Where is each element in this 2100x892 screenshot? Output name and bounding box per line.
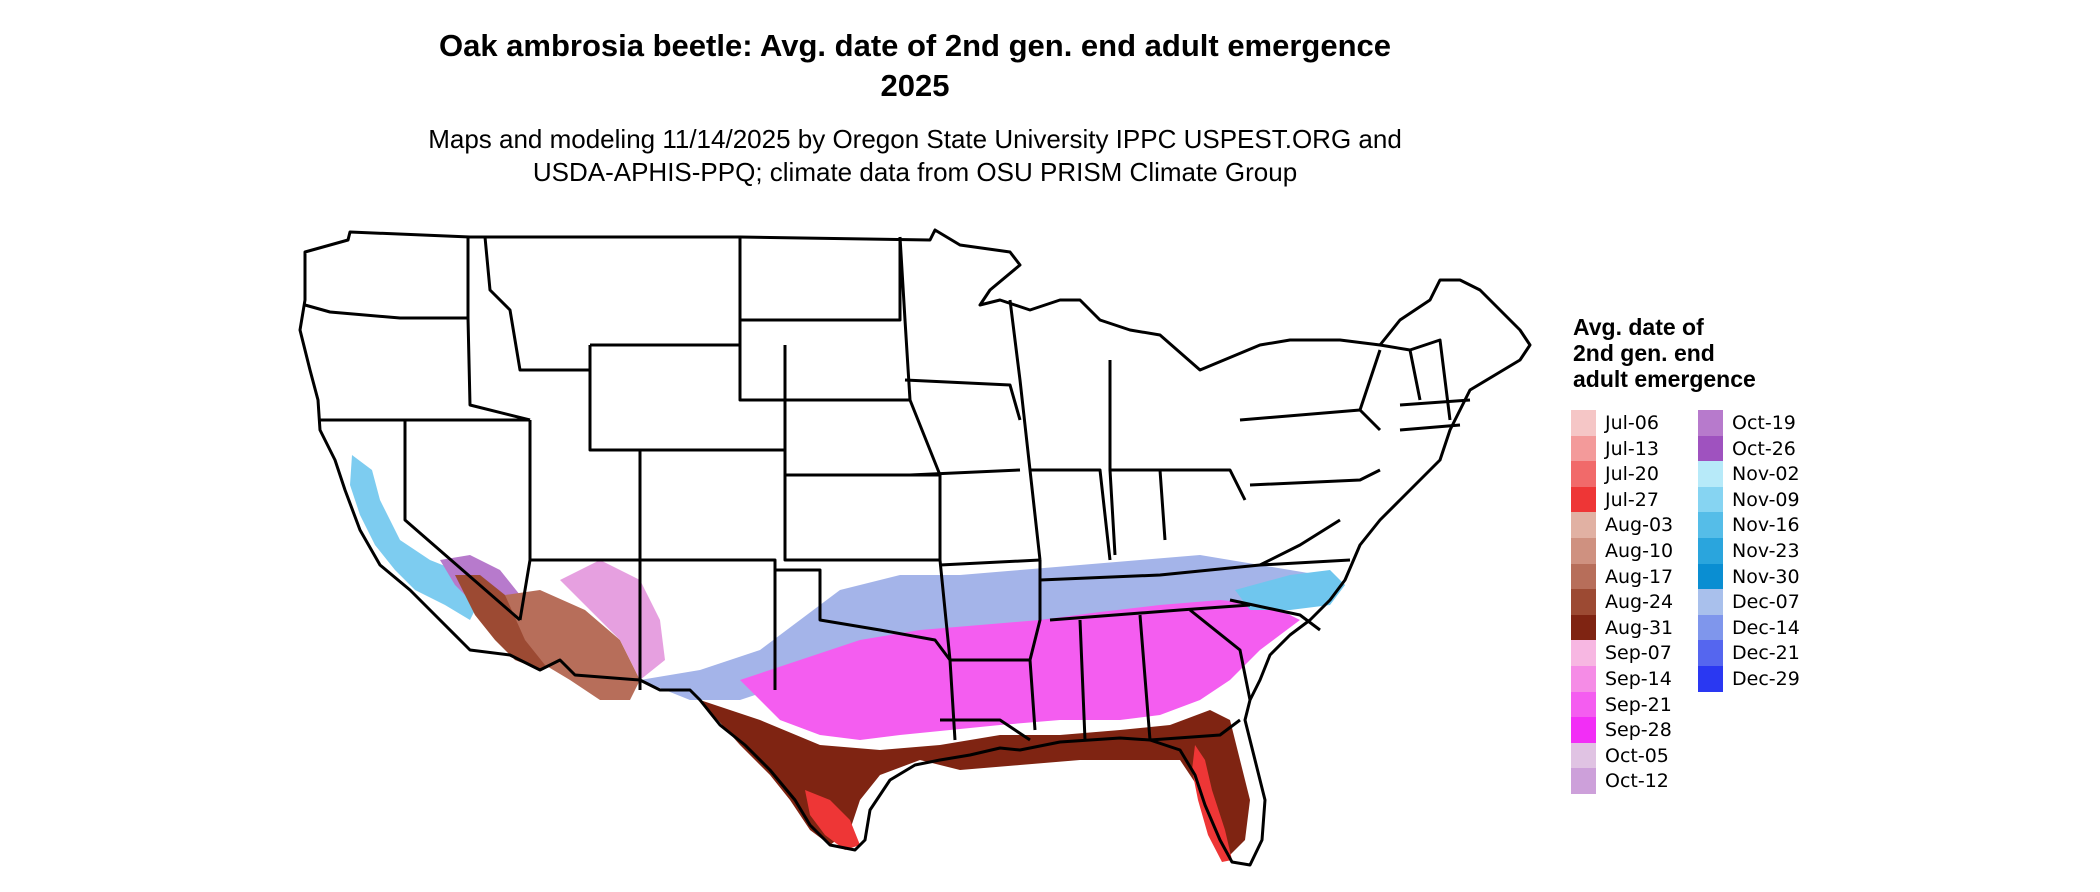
legend-swatch — [1571, 410, 1596, 436]
legend-swatch — [1698, 640, 1723, 666]
legend-swatch — [1571, 563, 1596, 590]
legend-label: Oct-05 — [1605, 744, 1669, 767]
legend-label: Dec-21 — [1732, 642, 1800, 665]
legend-label: Oct-26 — [1732, 437, 1796, 460]
legend-swatch — [1698, 537, 1723, 564]
map-title-line2: 2025 — [880, 68, 950, 103]
legend-label: Nov-09 — [1732, 488, 1800, 511]
legend-swatch — [1698, 461, 1723, 487]
legend-label: Jul-20 — [1605, 463, 1659, 486]
legend-swatch — [1698, 512, 1723, 538]
legend-swatch — [1698, 486, 1723, 513]
legend-label: Jul-06 — [1605, 412, 1659, 434]
legend-label: Sep-07 — [1605, 642, 1672, 665]
map-subtitle-line2: USDA-APHIS-PPQ; climate data from OSU PR… — [532, 157, 1298, 187]
legend-swatch — [1698, 410, 1723, 436]
legend-label: Jul-27 — [1605, 488, 1659, 511]
legend-swatch — [1571, 691, 1596, 718]
legend-label: Dec-14 — [1732, 616, 1800, 639]
zone-arizona-brown — [505, 590, 640, 700]
zone-carolina-blue — [1235, 570, 1345, 610]
zone-california-late — [350, 455, 480, 620]
zone-florida-coast-red — [1192, 745, 1232, 862]
legend-swatch — [1698, 665, 1723, 692]
legend-label: Nov-23 — [1732, 539, 1800, 562]
legend-swatch — [1571, 614, 1596, 641]
legend-label: Dec-07 — [1732, 591, 1800, 614]
legend-label: Sep-28 — [1605, 719, 1672, 742]
legend-label: Aug-03 — [1605, 514, 1674, 537]
state-boundaries — [298, 228, 1532, 867]
legend-title-line2: 2nd gen. end — [1573, 340, 1715, 366]
phenology-zones — [350, 455, 1345, 862]
legend-swatch — [1571, 665, 1596, 692]
map-subtitle-line1: Maps and modeling 11/14/2025 by Oregon S… — [428, 124, 1402, 154]
legend-swatch — [1698, 614, 1723, 641]
legend-label: Nov-16 — [1732, 514, 1800, 537]
legend-title-line3: adult emergence — [1573, 366, 1756, 392]
us-outline — [298, 228, 1532, 867]
legend-swatch — [1571, 537, 1596, 564]
legend-title: Avg. date of 2nd gen. end adult emergenc… — [1573, 314, 1756, 392]
us-map — [298, 228, 1532, 867]
zone-southern-magenta — [740, 600, 1300, 740]
legend-label: Aug-17 — [1605, 565, 1674, 588]
legend-label: Nov-30 — [1732, 565, 1800, 588]
legend-label: Sep-14 — [1605, 667, 1672, 690]
legend-swatch — [1571, 768, 1596, 794]
legend-swatch — [1571, 461, 1596, 487]
legend-swatch — [1698, 435, 1723, 462]
legend-label: Jul-13 — [1605, 437, 1659, 460]
legend-label: Oct-19 — [1732, 412, 1796, 434]
map-title-line1: Oak ambrosia beetle: Avg. date of 2nd ge… — [438, 28, 1392, 63]
legend-label: Nov-02 — [1732, 463, 1800, 486]
legend-swatch — [1571, 486, 1596, 513]
legend-swatch — [1571, 512, 1596, 538]
legend-swatch — [1571, 435, 1596, 462]
legend-swatch — [1571, 640, 1596, 666]
legend-swatch — [1571, 717, 1596, 743]
legend-label: Aug-10 — [1605, 539, 1674, 562]
legend-swatch — [1571, 742, 1596, 769]
legend-swatch — [1571, 589, 1596, 615]
legend-title-line1: Avg. date of — [1573, 314, 1704, 340]
zone-texas-coast-red — [805, 790, 860, 850]
legend-label: Sep-21 — [1605, 693, 1672, 716]
legend-swatch — [1698, 589, 1723, 615]
legend-label: Aug-31 — [1605, 616, 1674, 639]
legend-label: Oct-12 — [1605, 770, 1669, 793]
legend-label: Dec-29 — [1732, 667, 1800, 690]
legend-swatch — [1698, 563, 1723, 590]
legend-label: Aug-24 — [1605, 591, 1674, 614]
